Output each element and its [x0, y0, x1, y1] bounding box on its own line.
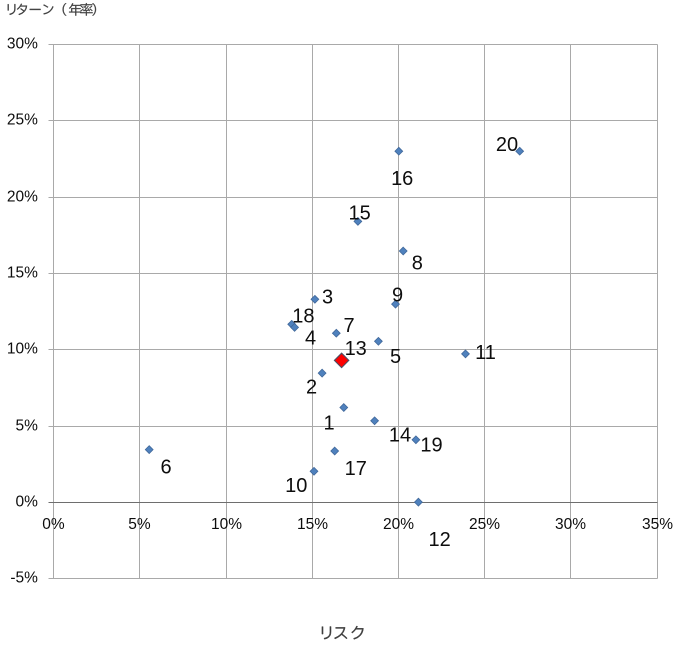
svg-text:35%: 35% — [642, 516, 673, 533]
svg-text:12: 12 — [428, 529, 450, 551]
svg-text:3: 3 — [322, 287, 333, 309]
svg-text:20%: 20% — [7, 189, 38, 206]
svg-text:10%: 10% — [211, 516, 242, 533]
svg-text:11: 11 — [475, 342, 496, 364]
svg-text:7: 7 — [343, 315, 354, 337]
svg-text:20%: 20% — [383, 516, 414, 533]
svg-text:15%: 15% — [7, 265, 38, 282]
svg-text:19: 19 — [420, 435, 442, 457]
svg-text:6: 6 — [160, 456, 171, 478]
svg-text:9: 9 — [392, 285, 403, 307]
svg-text:18: 18 — [292, 305, 314, 327]
svg-text:0%: 0% — [15, 494, 38, 511]
svg-text:4: 4 — [305, 327, 316, 349]
svg-text:25%: 25% — [7, 112, 38, 129]
svg-text:5%: 5% — [128, 516, 151, 533]
svg-text:30%: 30% — [7, 36, 38, 53]
svg-text:17: 17 — [345, 458, 367, 480]
svg-text:16: 16 — [391, 168, 413, 190]
svg-text:5%: 5% — [15, 418, 38, 435]
svg-text:13: 13 — [345, 338, 367, 360]
svg-text:30%: 30% — [555, 516, 586, 533]
svg-text:10%: 10% — [7, 341, 38, 358]
svg-text:-5%: -5% — [10, 570, 38, 587]
svg-text:15%: 15% — [297, 516, 328, 533]
svg-text:20: 20 — [496, 134, 518, 156]
svg-text:10: 10 — [285, 475, 307, 497]
svg-text:25%: 25% — [469, 516, 500, 533]
svg-text:5: 5 — [390, 346, 401, 368]
svg-text:14: 14 — [389, 425, 411, 447]
svg-text:2: 2 — [306, 377, 317, 399]
svg-text:0%: 0% — [42, 516, 65, 533]
svg-text:8: 8 — [412, 253, 423, 275]
svg-text:15: 15 — [348, 203, 370, 225]
svg-text:1: 1 — [324, 413, 335, 435]
